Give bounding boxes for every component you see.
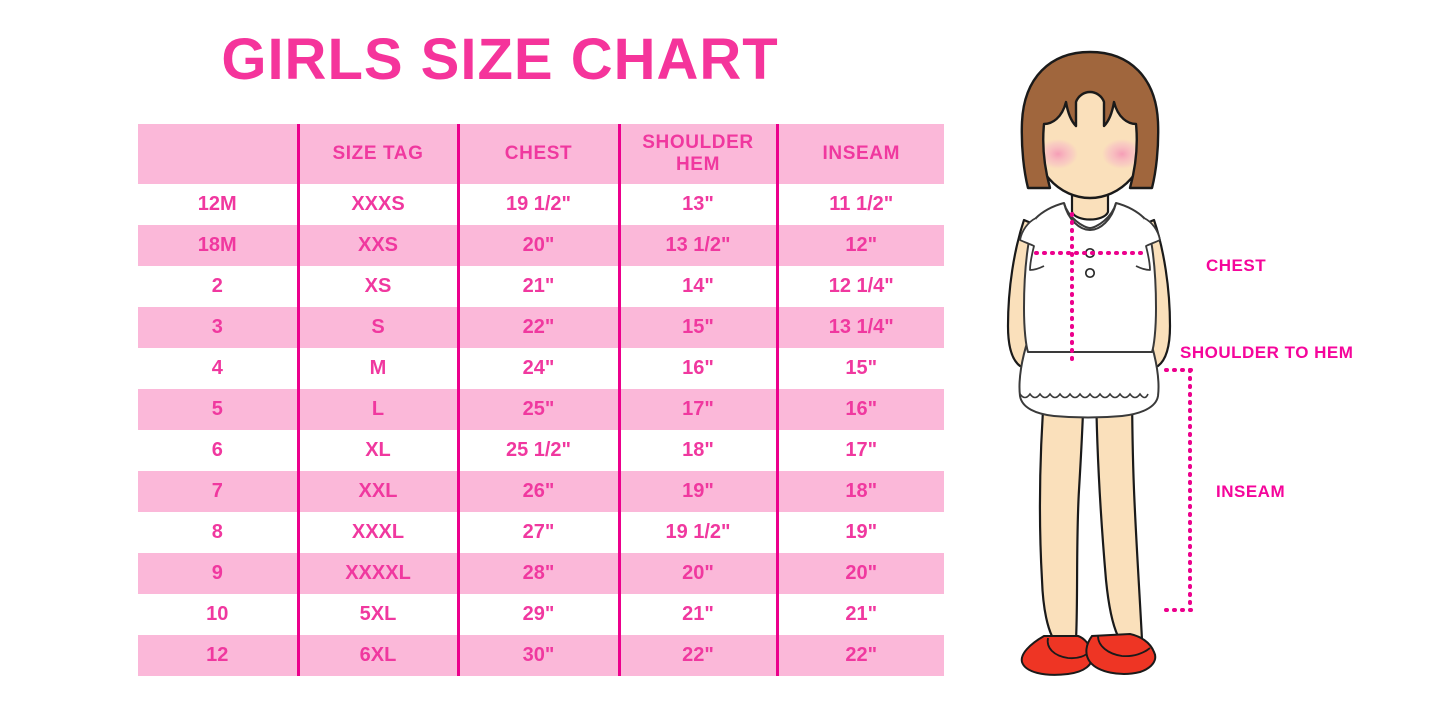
cell-size-tag: XXXS [296, 184, 458, 225]
cell-chest: 28" [456, 553, 619, 594]
cell-chest: 24" [456, 348, 619, 389]
cell-size-tag: 6XL [296, 635, 458, 676]
cell-size-tag: XXS [296, 225, 458, 266]
cell-shoulder-hem: 17" [617, 389, 777, 430]
cell-shoulder-hem: 21" [617, 594, 777, 635]
cell-chest: 26" [456, 471, 619, 512]
table-row: 2 XS 21" 14" 12 1/4" [138, 266, 944, 307]
top-garment [1019, 202, 1161, 353]
table-row: 12 6XL 30" 22" 22" [138, 635, 944, 676]
cell-inseam: 19" [775, 512, 944, 553]
cell-inseam: 17" [775, 430, 944, 471]
table-row: 9 XXXXL 28" 20" 20" [138, 553, 944, 594]
table-row: 12M XXXS 19 1/2" 13" 11 1/2" [138, 184, 944, 225]
cell-inseam: 12 1/4" [775, 266, 944, 307]
cell-chest: 22" [456, 307, 619, 348]
cell-inseam: 20" [775, 553, 944, 594]
column-header-inseam: INSEAM [775, 124, 944, 184]
cell-size: 5 [138, 389, 298, 430]
cell-size-tag: S [296, 307, 458, 348]
cell-size: 8 [138, 512, 298, 553]
cell-size: 12 [138, 635, 298, 676]
size-chart-table: SIZE TAG CHEST SHOULDER HEM INSEAM 12M XX… [138, 124, 944, 676]
cell-size: 12M [138, 184, 298, 225]
blush-right [1102, 139, 1142, 169]
cell-shoulder-hem: 22" [617, 635, 777, 676]
legs [1038, 368, 1144, 642]
label-chest: CHEST [1206, 256, 1267, 275]
cell-inseam: 22" [775, 635, 944, 676]
cell-inseam: 21" [775, 594, 944, 635]
measurement-lines [1034, 212, 1194, 612]
table-row: 6 XL 25 1/2" 18" 17" [138, 430, 944, 471]
cell-size-tag: XS [296, 266, 458, 307]
cell-shoulder-hem: 19" [617, 471, 777, 512]
column-header-size [138, 124, 298, 184]
table-header-row: SIZE TAG CHEST SHOULDER HEM INSEAM [138, 124, 944, 184]
bloomers [1018, 339, 1160, 419]
cell-chest: 21" [456, 266, 619, 307]
cell-chest: 29" [456, 594, 619, 635]
cell-shoulder-hem: 20" [617, 553, 777, 594]
table-row: 5 L 25" 17" 16" [138, 389, 944, 430]
cell-shoulder-hem: 18" [617, 430, 777, 471]
cell-shoulder-hem: 13" [617, 184, 777, 225]
cell-size-tag: XL [296, 430, 458, 471]
table-row: 4 M 24" 16" 15" [138, 348, 944, 389]
cell-size: 4 [138, 348, 298, 389]
table-row: 3 S 22" 15" 13 1/4" [138, 307, 944, 348]
cell-inseam: 13 1/4" [775, 307, 944, 348]
cell-size: 9 [138, 553, 298, 594]
column-header-chest: CHEST [456, 124, 619, 184]
cell-inseam: 15" [775, 348, 944, 389]
page-title: GIRLS SIZE CHART [221, 27, 779, 92]
cell-chest: 20" [456, 225, 619, 266]
blush-left [1038, 139, 1078, 169]
cell-shoulder-hem: 16" [617, 348, 777, 389]
cell-size-tag: 5XL [296, 594, 458, 635]
cell-size-tag: XXXL [296, 512, 458, 553]
column-header-size-tag: SIZE TAG [296, 124, 458, 184]
hair [1020, 50, 1160, 190]
column-header-shoulder-hem: SHOULDER HEM [617, 124, 777, 184]
cell-shoulder-hem: 13 1/2" [617, 225, 777, 266]
cell-size-tag: L [296, 389, 458, 430]
cell-shoulder-hem: 19 1/2" [617, 512, 777, 553]
cell-chest: 25 1/2" [456, 430, 619, 471]
cell-size-tag: XXL [296, 471, 458, 512]
table-header: SIZE TAG CHEST SHOULDER HEM INSEAM [138, 124, 944, 184]
cell-chest: 27" [456, 512, 619, 553]
button-icon [1084, 267, 1096, 279]
head [1020, 50, 1160, 221]
cell-size: 2 [138, 266, 298, 307]
cell-inseam: 11 1/2" [775, 184, 944, 225]
cell-inseam: 12" [775, 225, 944, 266]
label-inseam: INSEAM [1216, 482, 1286, 501]
table-row: 8 XXXL 27" 19 1/2" 19" [138, 512, 944, 553]
girl-illustration [1006, 50, 1194, 676]
cell-inseam: 18" [775, 471, 944, 512]
cell-size: 18M [138, 225, 298, 266]
cell-size: 7 [138, 471, 298, 512]
cell-size-tag: XXXXL [296, 553, 458, 594]
table-row: 7 XXL 26" 19" 18" [138, 471, 944, 512]
cell-inseam: 16" [775, 389, 944, 430]
cell-chest: 25" [456, 389, 619, 430]
cell-size-tag: M [296, 348, 458, 389]
cell-size: 3 [138, 307, 298, 348]
cell-chest: 19 1/2" [456, 184, 619, 225]
label-shoulder-to-hem: SHOULDER TO HEM [1180, 343, 1354, 362]
cell-shoulder-hem: 15" [617, 307, 777, 348]
table-row: 10 5XL 29" 21" 21" [138, 594, 944, 635]
table-row: 18M XXS 20" 13 1/2" 12" [138, 225, 944, 266]
shoes [1020, 632, 1157, 676]
cell-chest: 30" [456, 635, 619, 676]
cell-size: 6 [138, 430, 298, 471]
cell-size: 10 [138, 594, 298, 635]
table-body: 12M XXXS 19 1/2" 13" 11 1/2" 18M XXS 20" 13 1/2"… [138, 184, 944, 676]
cell-shoulder-hem: 14" [617, 266, 777, 307]
